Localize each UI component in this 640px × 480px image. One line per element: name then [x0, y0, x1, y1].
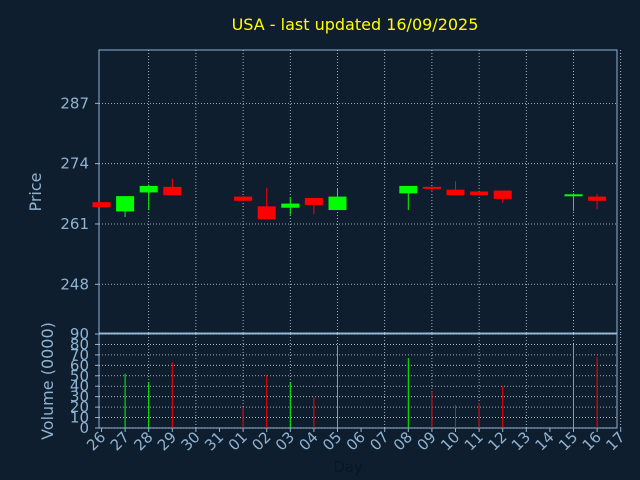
- day-tick-label: 17: [602, 428, 628, 454]
- candle-body: [234, 196, 253, 201]
- candle-body: [564, 194, 583, 197]
- candle-body: [328, 196, 347, 211]
- day-tick-label: 12: [484, 428, 510, 454]
- candle-body: [493, 190, 512, 199]
- volume-tick-label: 30: [70, 388, 89, 406]
- price-tick-label: 261: [60, 215, 89, 233]
- volume-axis-label: Volume (0000): [38, 322, 57, 440]
- candle-body: [281, 203, 300, 208]
- candle-body: [446, 189, 465, 196]
- day-tick-label: 31: [201, 428, 227, 454]
- volume-tick-label: 0: [79, 419, 89, 437]
- day-tick-label: 27: [107, 428, 133, 454]
- volume-tick-label: 50: [70, 367, 89, 385]
- day-tick-label: 07: [366, 428, 392, 454]
- chart-title: USA - last updated 16/09/2025: [232, 15, 479, 34]
- day-tick-label: 08: [390, 428, 416, 454]
- volume-panel-frame: [98, 333, 618, 429]
- candle-body: [399, 185, 418, 194]
- price-panel-frame: [98, 49, 618, 334]
- volume-tick-label: 70: [70, 346, 89, 364]
- day-tick-label: 04: [295, 428, 321, 454]
- day-tick-label: 09: [413, 428, 439, 454]
- candle-body: [304, 197, 323, 205]
- candle-body: [470, 191, 489, 196]
- volume-tick-label: 40: [70, 377, 89, 395]
- day-tick-label: 14: [531, 428, 557, 454]
- day-tick-label: 02: [248, 428, 274, 454]
- day-tick-label: 16: [579, 428, 605, 454]
- x-axis-label: Day: [333, 458, 363, 476]
- volume-panel: 0102030405060708090262728293031010203040…: [70, 325, 629, 454]
- day-tick-label: 05: [319, 428, 345, 454]
- price-tick-label: 274: [60, 155, 89, 173]
- candle-body: [257, 206, 276, 220]
- volume-tick-label: 20: [70, 398, 89, 416]
- day-tick-label: 29: [154, 428, 180, 454]
- day-tick-label: 15: [555, 428, 581, 454]
- day-tick-label: 30: [177, 428, 203, 454]
- day-tick-label: 06: [343, 428, 369, 454]
- volume-tick-label: 10: [70, 409, 89, 427]
- day-tick-label: 28: [130, 428, 156, 454]
- candle-body: [116, 196, 135, 212]
- price-axis-label: Price: [26, 172, 45, 211]
- volume-tick-label: 80: [70, 335, 89, 353]
- candle-body: [588, 196, 607, 201]
- candle-body: [139, 185, 158, 193]
- candle-body: [163, 186, 182, 196]
- price-panel: 248 261 274 287: [60, 49, 622, 334]
- price-tick-label: 287: [60, 94, 89, 112]
- day-tick-label: 03: [272, 428, 298, 454]
- day-tick-label: 01: [225, 428, 251, 454]
- day-tick-label: 13: [508, 428, 534, 454]
- day-tick-label: 10: [437, 428, 463, 454]
- candle-body: [92, 202, 111, 208]
- volume-tick-label: 90: [70, 325, 89, 343]
- price-tick-label: 248: [60, 275, 89, 293]
- volume-tick-label: 60: [70, 356, 89, 374]
- day-tick-label: 11: [461, 428, 487, 454]
- candle-body: [422, 186, 441, 189]
